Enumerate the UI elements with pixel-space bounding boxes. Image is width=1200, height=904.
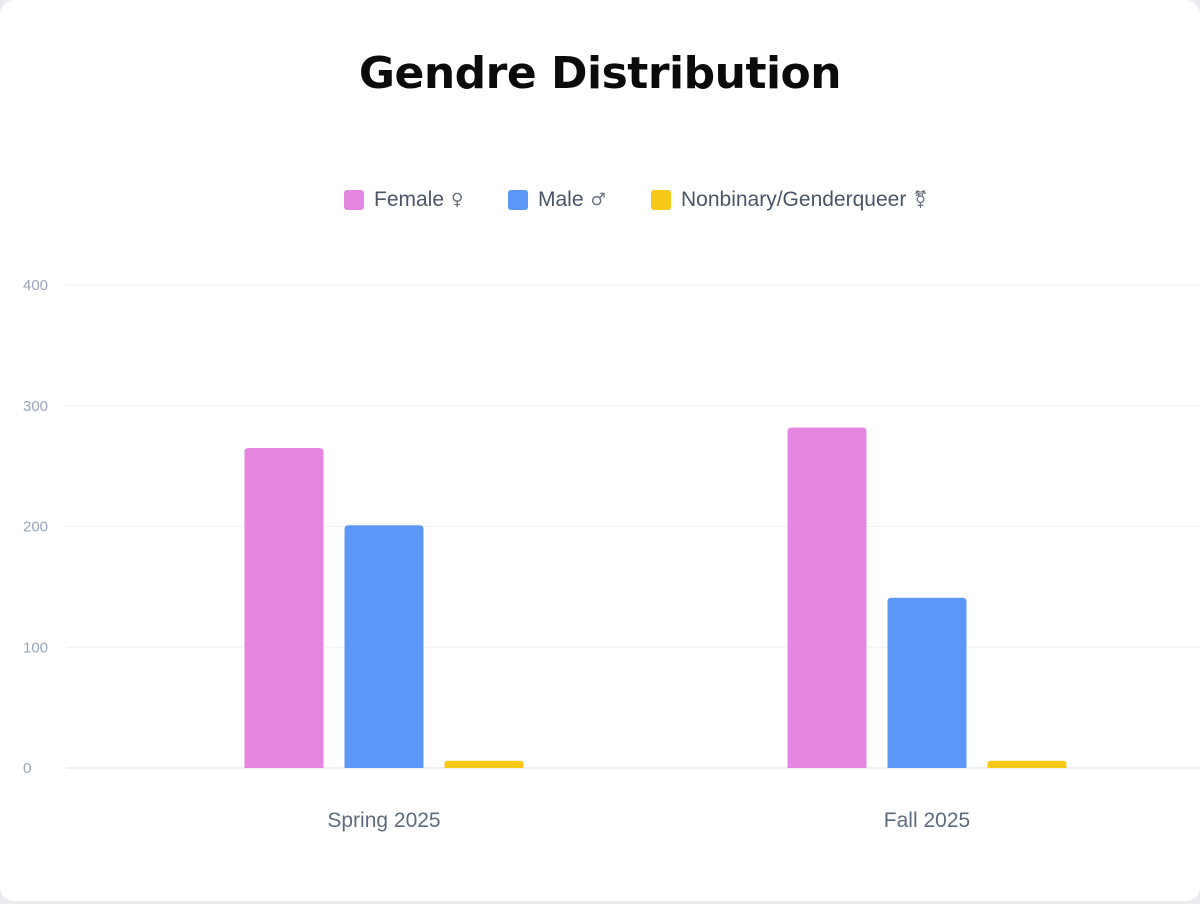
male-swatch bbox=[508, 190, 528, 210]
legend-item-female[interactable]: Female ♀ bbox=[344, 184, 463, 216]
y-tick-label: 0 bbox=[23, 760, 31, 777]
transgender-symbol-icon: ⚧ bbox=[913, 190, 928, 210]
bar-female bbox=[244, 448, 324, 768]
female-symbol-icon: ♀ bbox=[451, 190, 464, 210]
chart-legend: Female ♀ Male ♂ Nonbinary/Genderqueer ⚧ bbox=[0, 184, 1200, 216]
female-swatch bbox=[344, 190, 364, 210]
y-tick-label: 200 bbox=[23, 519, 48, 536]
y-tick-label: 300 bbox=[23, 398, 48, 415]
legend-label-male: Male bbox=[538, 188, 584, 211]
legend-item-male[interactable]: Male ♂ bbox=[508, 184, 606, 216]
x-category-label: Spring 2025 bbox=[327, 809, 440, 832]
x-category-label: Fall 2025 bbox=[884, 809, 970, 832]
bar-female bbox=[787, 427, 867, 768]
bar-nonbinary-genderqueer bbox=[444, 760, 524, 768]
bar-male bbox=[887, 597, 967, 768]
male-symbol-icon: ♂ bbox=[590, 190, 606, 210]
chart-title: Gendre Distribution bbox=[358, 48, 842, 99]
legend-item-nonbinary[interactable]: Nonbinary/Genderqueer ⚧ bbox=[651, 184, 928, 216]
legend-label-nonbinary: Nonbinary/Genderqueer bbox=[681, 188, 907, 211]
bar-male bbox=[344, 525, 424, 768]
y-tick-label: 400 bbox=[23, 277, 48, 294]
legend-label-female: Female bbox=[374, 188, 445, 211]
bar-nonbinary-genderqueer bbox=[987, 760, 1067, 768]
y-tick-label: 100 bbox=[23, 639, 48, 656]
nonbinary-swatch bbox=[651, 190, 671, 210]
